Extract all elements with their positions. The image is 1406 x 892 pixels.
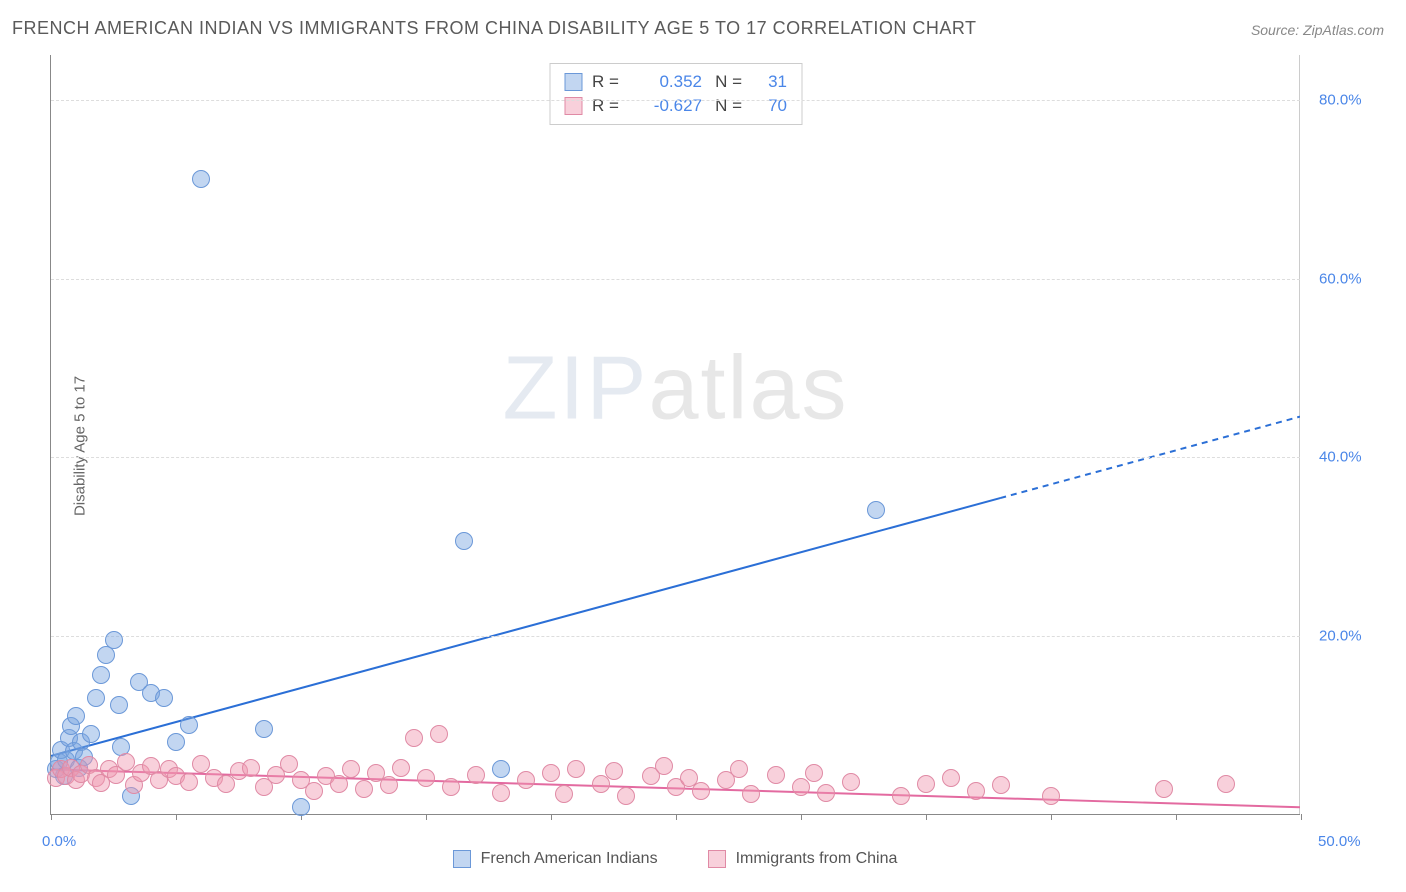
gridline-h: [51, 636, 1300, 637]
plot-right-border: [1299, 55, 1300, 814]
scatter-point: [1217, 775, 1235, 793]
scatter-point: [67, 707, 85, 725]
r-value-1: 0.352: [632, 72, 702, 92]
source-label: Source: ZipAtlas.com: [1251, 22, 1384, 38]
scatter-point: [617, 787, 635, 805]
legend-item-2: Immigrants from China: [708, 850, 898, 868]
scatter-point: [942, 769, 960, 787]
scatter-point: [455, 532, 473, 550]
scatter-point: [867, 501, 885, 519]
x-origin-label: 0.0%: [42, 833, 76, 850]
y-tick-label: 40.0%: [1319, 449, 1362, 466]
scatter-point: [392, 759, 410, 777]
legend-label-2: Immigrants from China: [736, 850, 898, 868]
y-tick-label: 80.0%: [1319, 91, 1362, 108]
scatter-point: [180, 716, 198, 734]
chart-title: FRENCH AMERICAN INDIAN VS IMMIGRANTS FRO…: [12, 18, 977, 39]
watermark-bold: ZIP: [502, 338, 648, 438]
scatter-point: [555, 785, 573, 803]
n-label: N =: [712, 72, 742, 92]
scatter-point: [492, 784, 510, 802]
x-max-label: 50.0%: [1318, 833, 1361, 850]
scatter-point: [405, 729, 423, 747]
scatter-point: [467, 766, 485, 784]
scatter-point: [242, 759, 260, 777]
scatter-point: [805, 764, 823, 782]
scatter-point: [517, 771, 535, 789]
legend-item-1: French American Indians: [453, 850, 658, 868]
x-tick: [551, 814, 552, 820]
stat-legend: R = 0.352 N = 31 R = -0.627 N = 70: [549, 63, 802, 125]
scatter-point: [817, 784, 835, 802]
scatter-point: [917, 775, 935, 793]
scatter-point: [730, 760, 748, 778]
trend-lines: [51, 55, 1300, 814]
bottom-legend: French American Indians Immigrants from …: [50, 850, 1300, 868]
scatter-point: [655, 757, 673, 775]
gridline-h: [51, 279, 1300, 280]
scatter-point: [92, 666, 110, 684]
stat-row-series-1: R = 0.352 N = 31: [564, 70, 787, 94]
scatter-point: [180, 773, 198, 791]
scatter-point: [355, 780, 373, 798]
scatter-point: [255, 720, 273, 738]
stat-row-series-2: R = -0.627 N = 70: [564, 94, 787, 118]
scatter-point: [305, 782, 323, 800]
x-tick: [176, 814, 177, 820]
scatter-point: [967, 782, 985, 800]
scatter-point: [110, 696, 128, 714]
scatter-point: [442, 778, 460, 796]
x-tick: [1301, 814, 1302, 820]
scatter-point: [1155, 780, 1173, 798]
scatter-point: [892, 787, 910, 805]
scatter-point: [417, 769, 435, 787]
scatter-point: [742, 785, 760, 803]
scatter-point: [82, 725, 100, 743]
scatter-point: [105, 631, 123, 649]
swatch-series-1: [564, 73, 582, 91]
scatter-point: [692, 782, 710, 800]
scatter-point: [280, 755, 298, 773]
scatter-point: [430, 725, 448, 743]
legend-swatch-2: [708, 850, 726, 868]
scatter-point: [192, 170, 210, 188]
x-tick: [1051, 814, 1052, 820]
r-label: R =: [592, 72, 622, 92]
scatter-point: [792, 778, 810, 796]
scatter-point: [542, 764, 560, 782]
x-tick: [926, 814, 927, 820]
legend-swatch-1: [453, 850, 471, 868]
n-value-1: 31: [752, 72, 787, 92]
scatter-point: [342, 760, 360, 778]
scatter-point: [292, 798, 310, 816]
x-tick: [801, 814, 802, 820]
y-tick-label: 60.0%: [1319, 270, 1362, 287]
scatter-point: [992, 776, 1010, 794]
scatter-point: [380, 776, 398, 794]
x-tick: [426, 814, 427, 820]
scatter-point: [767, 766, 785, 784]
scatter-point: [155, 689, 173, 707]
x-tick: [51, 814, 52, 820]
x-tick: [1176, 814, 1177, 820]
scatter-point: [1042, 787, 1060, 805]
scatter-point: [492, 760, 510, 778]
scatter-point: [87, 689, 105, 707]
watermark: ZIPatlas: [502, 337, 848, 440]
watermark-thin: atlas: [648, 338, 848, 438]
gridline-h: [51, 100, 1300, 101]
scatter-point: [167, 733, 185, 751]
plot-area: ZIPatlas R = 0.352 N = 31 R = -0.627 N =…: [50, 55, 1300, 815]
scatter-point: [567, 760, 585, 778]
y-tick-label: 20.0%: [1319, 628, 1362, 645]
gridline-h: [51, 457, 1300, 458]
scatter-point: [605, 762, 623, 780]
scatter-point: [842, 773, 860, 791]
legend-label-1: French American Indians: [481, 850, 658, 868]
scatter-point: [330, 775, 348, 793]
x-tick: [676, 814, 677, 820]
chart-container: FRENCH AMERICAN INDIAN VS IMMIGRANTS FRO…: [0, 0, 1406, 892]
